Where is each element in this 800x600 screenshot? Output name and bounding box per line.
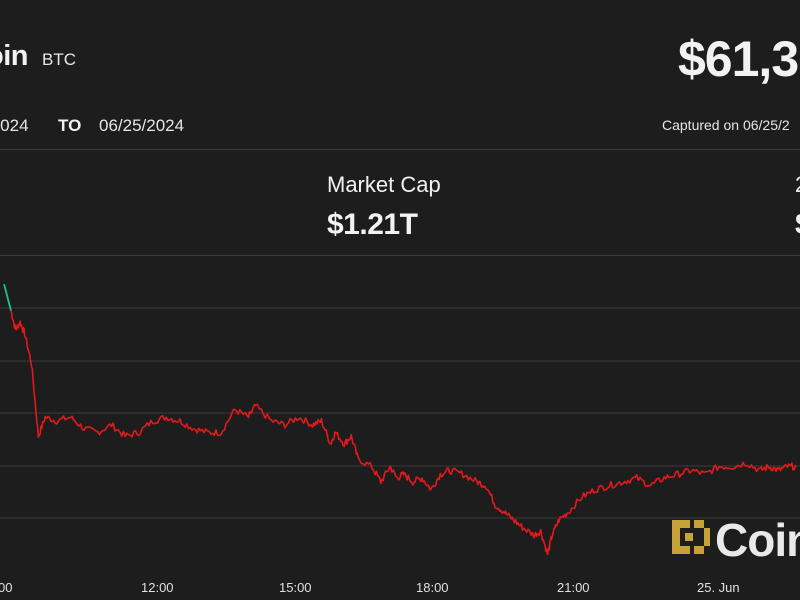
price-chart: 00 12:00 15:00 18:00 21:00 25. Jun bbox=[0, 283, 800, 595]
divider-chart bbox=[0, 255, 800, 256]
market-cap-label: Market Cap bbox=[327, 172, 441, 197]
coin-name: oin bbox=[0, 40, 29, 72]
x-tick-label: 25. Jun bbox=[697, 580, 740, 595]
coindesk-logo-icon bbox=[672, 520, 710, 554]
price-series bbox=[3, 283, 798, 556]
x-tick-label: 21:00 bbox=[557, 580, 590, 595]
captured-on-text: Captured on 06/25/2 bbox=[662, 117, 790, 133]
market-cap-value: $1.21T bbox=[327, 208, 418, 241]
coindesk-logo-text: Coin bbox=[715, 514, 800, 566]
x-tick-label: 00 bbox=[0, 580, 12, 595]
date-range-start: /2024 bbox=[0, 116, 29, 135]
x-tick-label: 12:00 bbox=[141, 580, 174, 595]
x-tick-label: 15:00 bbox=[279, 580, 312, 595]
coin-ticker: BTC bbox=[42, 50, 76, 69]
right-stat-label: 2 bbox=[795, 172, 800, 198]
right-stat-value: $ bbox=[795, 208, 800, 242]
chart-grid bbox=[0, 307, 800, 519]
current-price: $61,36 bbox=[678, 31, 800, 87]
price-line-up bbox=[3, 283, 12, 312]
divider-top bbox=[0, 149, 800, 150]
x-tick-label: 18:00 bbox=[416, 580, 449, 595]
date-range-end: 06/25/2024 bbox=[99, 116, 185, 135]
date-range-to-label: TO bbox=[58, 116, 82, 135]
price-line-down bbox=[10, 310, 798, 556]
x-axis-ticks: 00 12:00 15:00 18:00 21:00 25. Jun bbox=[0, 580, 740, 595]
